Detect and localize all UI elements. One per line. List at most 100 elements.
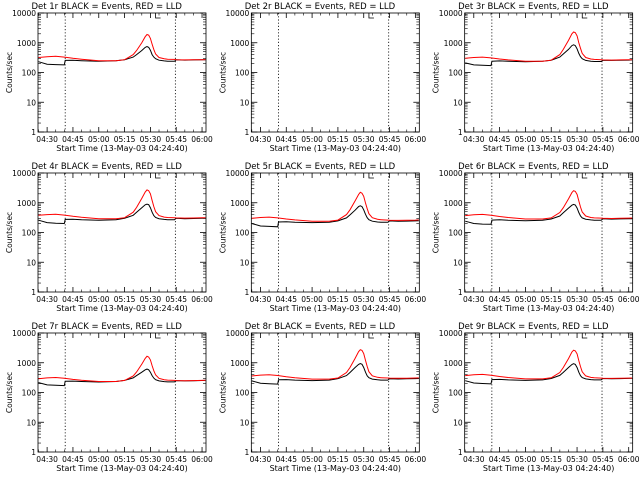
x-tick-label: 05:45 [379,135,401,144]
y-tick-label: 1000 [230,199,249,208]
y-tick-label: 1 [245,288,250,297]
detector-panel: Det 8r BLACK = Events, RED = LLD 1 10 100 10… [218,322,426,473]
x-tick-label: 05:30 [140,135,162,144]
y-tick-label: 1 [458,448,463,457]
x-tick-label: 05:15 [114,455,136,464]
y-tick-label: 10 [240,418,250,427]
plot-frame [464,332,634,453]
detector-panel: Det 4r BLACK = Events, RED = LLD 1 10 100 10… [5,162,213,313]
lld-series-line [38,189,206,220]
x-tick-label: 06:00 [191,135,213,144]
y-tick-label: 1000 [444,359,463,368]
interval-marker [368,13,374,19]
panel-title: Det 1r BLACK = Events, RED = LLD [31,2,182,12]
x-tick-label: 05:45 [592,295,614,304]
events-series-line [251,205,419,228]
x-axis-label: Start Time (13-May-03 04:24:40) [270,144,401,153]
events-series-line [38,203,206,225]
x-tick-label: 05:00 [88,135,110,144]
x-tick-label: 05:15 [114,135,136,144]
x-tick-label: 05:30 [140,455,162,464]
x-tick-label: 05:00 [301,455,323,464]
y-tick-label: 10000 [225,9,249,18]
x-tick-label: 05:15 [327,135,349,144]
y-axis-label: Counts/sec [5,52,14,93]
y-tick-label: 1 [458,128,463,137]
y-tick-label: 10000 [12,329,36,338]
x-tick-label: 06:00 [405,455,427,464]
x-tick-label: 05:45 [379,455,401,464]
plot-frame [250,332,420,453]
x-tick-label: 05:15 [327,295,349,304]
y-tick-label: 10000 [12,169,36,178]
x-tick-label: 06:00 [618,295,640,304]
lld-series-line [251,191,419,222]
y-tick-label: 10 [453,258,463,267]
y-tick-label: 1 [458,288,463,297]
lld-series-line [465,31,633,62]
plot-frame [37,172,207,293]
events-series-line [251,362,419,385]
y-axis-label: Counts/sec [218,212,227,253]
y-tick-label: 100 [235,389,250,398]
x-tick-label: 05:30 [566,295,588,304]
plot-frame [250,172,420,293]
x-tick-label: 04:30 [463,135,485,144]
lld-series-line [38,33,206,62]
x-tick-label: 05:45 [165,295,187,304]
x-tick-label: 04:45 [275,455,297,464]
panel-title: Det 9r BLACK = Events, RED = LLD [458,322,609,332]
y-tick-label: 1000 [17,359,36,368]
y-tick-label: 1000 [230,39,249,48]
detector-panel: Det 1r BLACK = Events, RED = LLD 1 10 100 10… [5,2,213,153]
interval-marker [581,333,588,339]
detector-panel: Det 3r BLACK = Events, RED = LLD 1 10 100 10… [432,2,640,153]
y-axis-label: Counts/sec [432,372,441,413]
x-tick-label: 05:30 [566,135,588,144]
x-tick-label: 04:45 [489,455,511,464]
lld-series-line [465,190,633,220]
events-series-line [465,363,633,385]
y-tick-label: 100 [22,389,37,398]
events-series-line [38,46,206,66]
x-tick-label: 05:45 [165,135,187,144]
y-axis-label: Counts/sec [432,52,441,93]
x-axis-label: Start Time (13-May-03 04:24:40) [56,464,187,473]
plot-frame [37,332,207,453]
x-tick-label: 05:30 [353,295,375,304]
panel-title: Det 7r BLACK = Events, RED = LLD [31,322,182,332]
y-tick-label: 100 [448,389,463,398]
x-tick-label: 05:15 [327,455,349,464]
detector-panel: Det 2r BLACK = Events, RED = LLD 1 10 100 10… [218,2,426,153]
y-tick-label: 100 [235,69,250,78]
x-tick-label: 04:30 [463,295,485,304]
lld-series-line [465,349,633,380]
x-axis-label: Start Time (13-May-03 04:24:40) [270,464,401,473]
panel-title: Det 6r BLACK = Events, RED = LLD [458,162,609,172]
x-tick-label: 06:00 [405,295,427,304]
plot-frame [464,172,634,293]
x-tick-label: 06:00 [618,135,640,144]
y-tick-label: 100 [22,69,37,78]
detector-panel: Det 5r BLACK = Events, RED = LLD 1 10 100 10… [218,162,426,313]
y-tick-label: 10000 [439,329,463,338]
y-tick-label: 100 [448,229,463,238]
y-tick-label: 1 [31,128,36,137]
panel-title: Det 8r BLACK = Events, RED = LLD [245,322,396,332]
y-tick-label: 10000 [439,9,463,18]
detector-panel: Det 9r BLACK = Events, RED = LLD 1 10 100 10… [432,322,640,473]
y-tick-label: 1000 [230,359,249,368]
y-tick-label: 1 [31,288,36,297]
events-series-line [38,368,206,387]
panel-title: Det 4r BLACK = Events, RED = LLD [31,162,182,172]
interval-marker [155,173,161,179]
y-tick-label: 1000 [17,39,36,48]
y-tick-label: 10000 [225,329,249,338]
x-tick-label: 05:45 [379,295,401,304]
x-tick-label: 05:15 [540,135,562,144]
x-tick-label: 05:45 [165,455,187,464]
y-tick-label: 10 [26,258,36,267]
x-tick-label: 04:30 [250,455,272,464]
plot-frame [464,12,634,133]
